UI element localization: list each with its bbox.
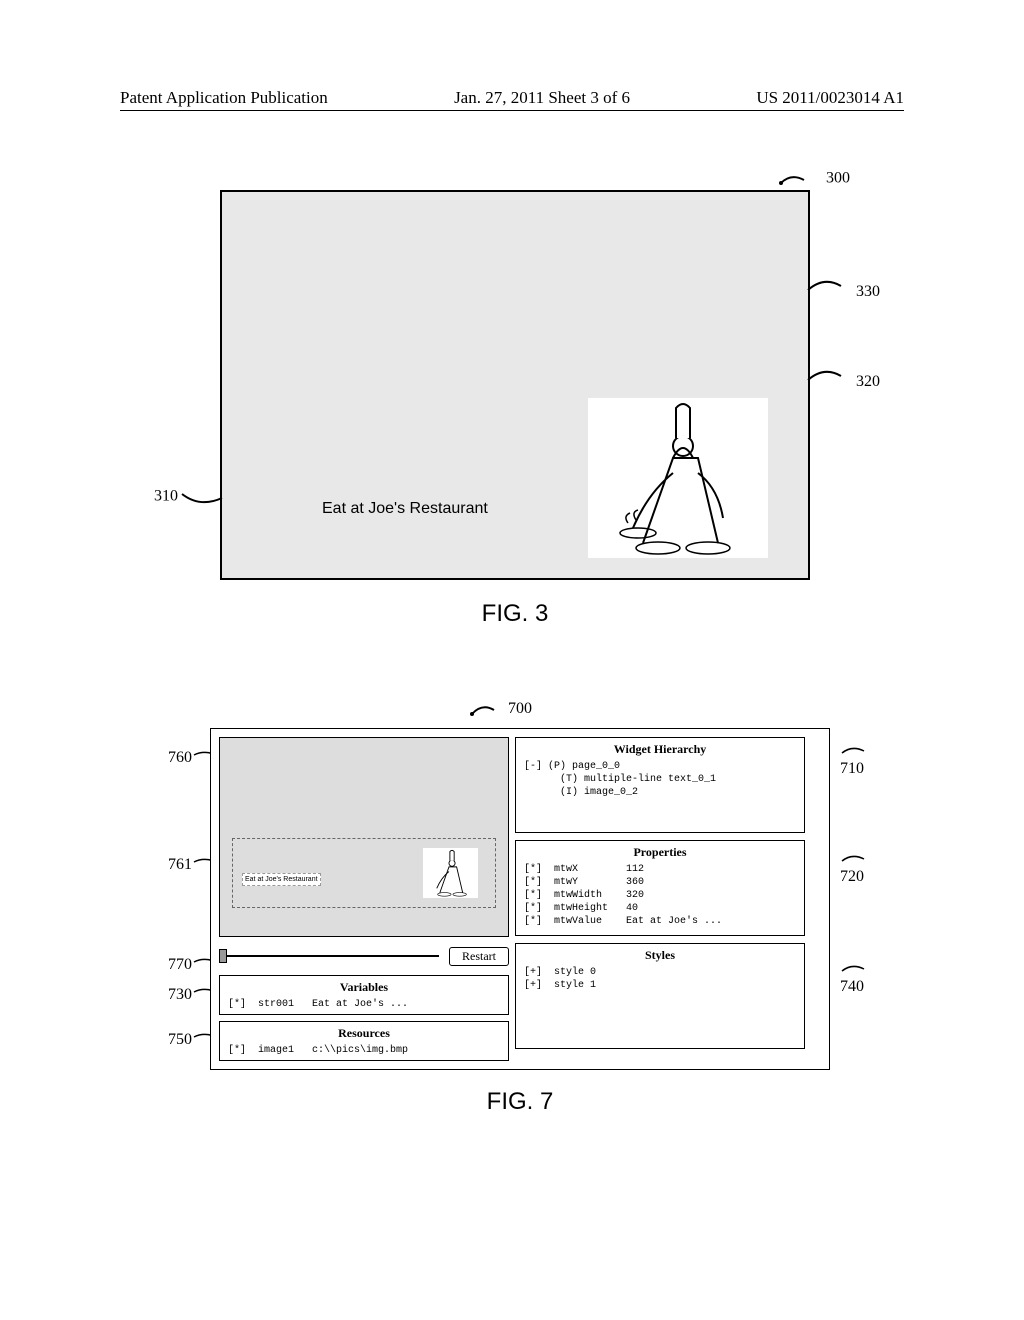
page-header: Patent Application Publication Jan. 27, … [120,88,904,111]
slider-thumb[interactable] [219,949,227,963]
prop-line-2: [*] mtwWidth 320 [524,889,796,902]
hierarchy-line-1: (T) multiple-line text_0_1 [524,773,796,786]
style-line-1: [+] style 1 [524,979,796,992]
ref-720: 720 [840,850,866,886]
variables-title: Variables [228,980,500,996]
header-right: US 2011/0023014 A1 [756,88,904,108]
fig3-panel: 330 320 310 Eat at Joe's Restaurant [220,190,810,580]
fig3-text: Eat at Joe's Restaurant [322,500,488,518]
prop-line-0: [*] mtwX 112 [524,863,796,876]
fig7-caption: FIG. 7 [210,1088,830,1116]
styles-panel: Styles [+] style 0 [+] style 1 [515,943,805,1049]
hierarchy-title: Widget Hierarchy [524,742,796,758]
ref-330: 330 [806,272,880,301]
fig7-outer: Eat at Joe's Restaurant Widget Hierarchy… [210,728,830,1070]
header-left: Patent Application Publication [120,88,328,108]
properties-title: Properties [524,845,796,861]
style-line-0: [+] style 0 [524,966,796,979]
ref-700: 700 [170,700,830,718]
resources-panel: Resources [*] image1 c:\\pics\img.bmp [219,1021,509,1061]
preview-panel: Eat at Joe's Restaurant [219,737,509,937]
ref-710: 710 [840,742,866,778]
properties-panel: Properties [*] mtwX 112 [*] mtwY 360 [*]… [515,840,805,936]
fig3-caption: FIG. 3 [220,600,810,628]
variables-panel: Variables [*] str001 Eat at Joe's ... [219,975,509,1015]
var-line-0: [*] str001 Eat at Joe's ... [228,998,500,1011]
slider-row: Restart [219,943,509,969]
preview-text: Eat at Joe's Restaurant [242,873,321,886]
fig3-chef-image [588,398,768,558]
prop-line-4: [*] mtwValue Eat at Joe's ... [524,915,796,928]
ref-320: 320 [806,362,880,391]
ref-740: 740 [840,960,866,996]
hierarchy-line-0: [-] (P) page_0_0 [524,760,796,773]
hierarchy-panel: Widget Hierarchy [-] (P) page_0_0 (T) mu… [515,737,805,833]
ref-310: 310 [154,486,226,508]
restart-button[interactable]: Restart [449,947,509,966]
prop-line-3: [*] mtwHeight 40 [524,902,796,915]
res-line-0: [*] image1 c:\\pics\img.bmp [228,1044,500,1057]
ref-300: 300 [776,168,850,190]
preview-chef [423,848,478,898]
hierarchy-line-2: (I) image_0_2 [524,786,796,799]
figure-3: 300 330 320 310 Eat at Joe's Restaurant [180,190,810,628]
header-center: Jan. 27, 2011 Sheet 3 of 6 [454,88,630,108]
timeline-slider[interactable] [219,955,439,957]
styles-title: Styles [524,948,796,964]
figure-7: 700 760 761 770 730 750 710 720 740 711 … [170,700,830,1116]
resources-title: Resources [228,1026,500,1042]
prop-line-1: [*] mtwY 360 [524,876,796,889]
